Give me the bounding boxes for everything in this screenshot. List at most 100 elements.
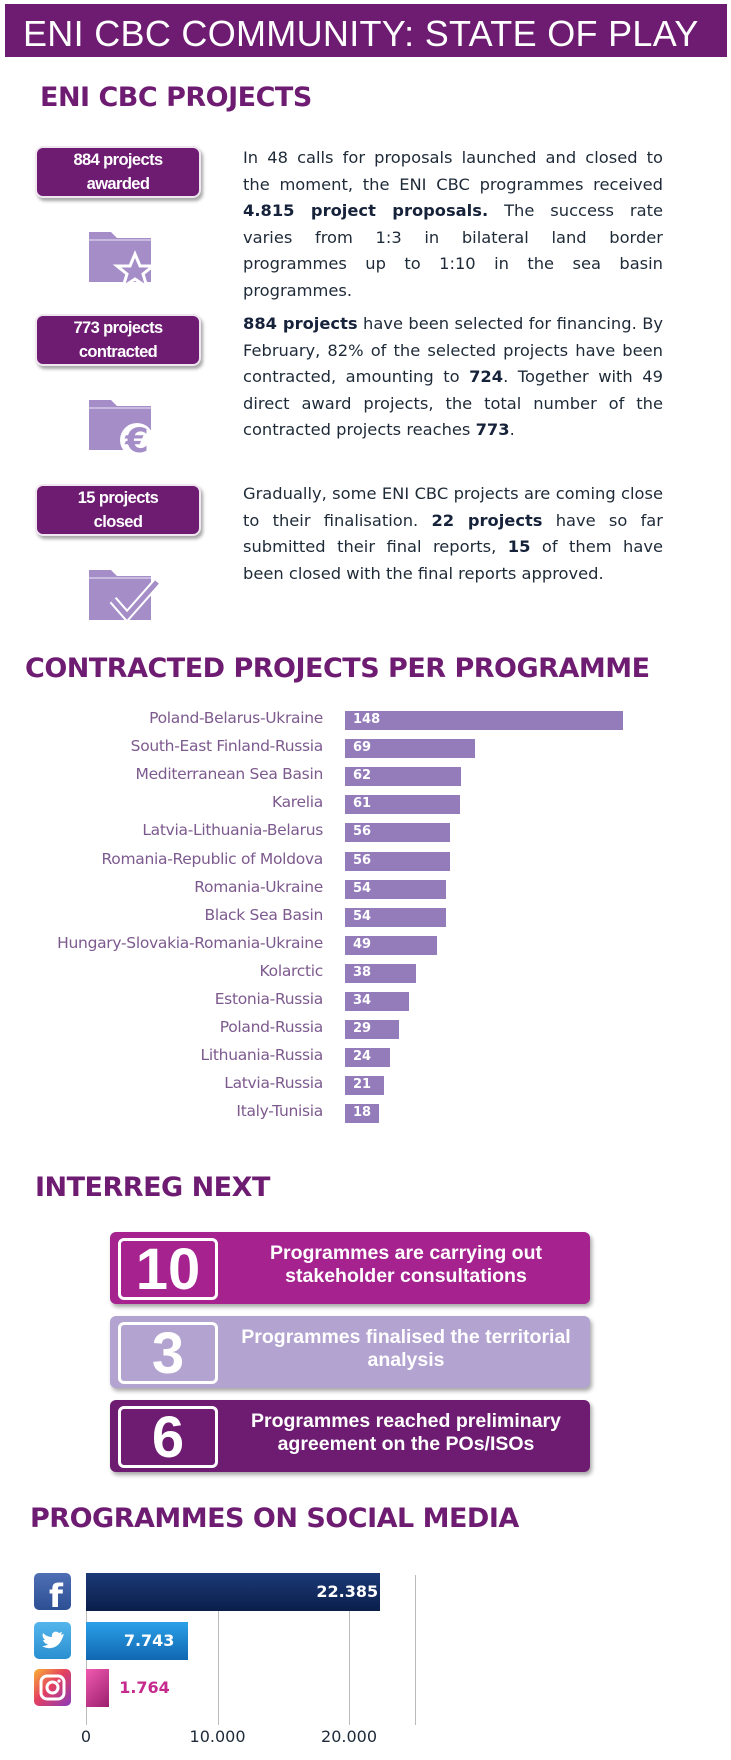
- paragraph-run: have been selected for financing. By Feb…: [243, 314, 664, 386]
- bar-label: Kolarctic: [259, 961, 324, 980]
- paragraph-run: Gradually, some ENI CBC projects are com…: [243, 484, 663, 530]
- bar-value-label: 54: [353, 908, 372, 924]
- paragraph-run: 773: [475, 420, 510, 439]
- paragraph-run: 22 projects: [431, 510, 543, 530]
- bar-label: Italy-Tunisia: [236, 1102, 323, 1121]
- social-value-label: 7.743: [123, 1631, 175, 1650]
- page-title: ENI CBC COMMUNITY: STATE OF PLAY: [5, 4, 727, 57]
- projects-paragraph-1: In 48 calls for proposals launched and c…: [243, 145, 663, 304]
- bar-label: Black Sea Basin: [204, 905, 323, 924]
- bar-value-label: 29: [353, 1021, 372, 1037]
- bar: [345, 907, 447, 927]
- bar: [345, 711, 623, 730]
- bar-label: Karelia: [272, 793, 323, 812]
- interreg-box-consultations: 10 Programmes are carrying out stakehold…: [110, 1232, 590, 1304]
- instagram-icon: [34, 1669, 71, 1706]
- social-bar: [86, 1669, 110, 1707]
- bar-value-label: 62: [353, 768, 372, 784]
- bar-value-label: 61: [353, 796, 372, 812]
- bar-value-label: 18: [353, 1105, 372, 1121]
- interreg-text-territorial: Programmes finalised the territorial ana…: [241, 1326, 571, 1371]
- x-tick-label: 20.000: [321, 1727, 377, 1746]
- bar-label: Lithuania-Russia: [200, 1046, 324, 1065]
- badge-contracted: 773 projects contracted: [35, 314, 201, 366]
- interreg-number-preliminary: 6: [118, 1406, 218, 1468]
- bar-label: Latvia-Russia: [224, 1074, 323, 1093]
- social-value-label: 1.764: [119, 1678, 170, 1697]
- interreg-number-consultations: 10: [118, 1238, 218, 1300]
- bar-label: Romania-Ukraine: [194, 877, 323, 896]
- bar: [345, 767, 462, 787]
- bar: [345, 963, 417, 983]
- bar: [345, 1020, 400, 1040]
- interreg-box-territorial: 3 Programmes finalised the territorial a…: [110, 1316, 590, 1388]
- grid-line: [217, 1575, 219, 1725]
- facebook-icon: f: [34, 1573, 71, 1615]
- bar-label: Romania-Republic of Moldova: [101, 849, 324, 868]
- grid-line: [414, 1575, 416, 1725]
- projects-paragraph-2: 884 projects have been selected for fina…: [243, 311, 663, 444]
- social-bar: [86, 1622, 188, 1660]
- bar: [345, 795, 460, 815]
- bar-label: Poland-Belarus-Ukraine: [149, 709, 323, 727]
- badge-awarded-label: 884 projects awarded: [73, 151, 163, 193]
- folder-check-icon: [89, 570, 161, 623]
- bar-label: Mediterranean Sea Basin: [135, 765, 324, 784]
- interreg-number-territorial: 3: [118, 1322, 218, 1384]
- bar: [345, 1048, 391, 1068]
- svg-text:f: f: [49, 1577, 64, 1610]
- interreg-text-preliminary: Programmes reached preliminary agreement…: [251, 1410, 561, 1455]
- social-bar: [86, 1573, 381, 1611]
- bar-value-label: 148: [353, 712, 381, 727]
- bar-value-label: 69: [353, 740, 372, 756]
- chart-title-social: PROGRAMMES ON SOCIAL MEDIA: [30, 1503, 519, 1534]
- paragraph-run: 884 projects: [243, 314, 358, 333]
- paragraph-run: . Together with 49 direct award projects…: [243, 367, 663, 439]
- projects-paragraph-3: Gradually, some ENI CBC projects are com…: [243, 481, 663, 587]
- bar-value-label: 56: [353, 824, 372, 840]
- bar-value-label: 56: [353, 852, 372, 868]
- bar-value-label: 24: [353, 1049, 372, 1065]
- paragraph-run: 15: [507, 537, 531, 556]
- bar: [345, 823, 451, 843]
- bar: [345, 1104, 379, 1124]
- paragraph-run: 4.815 project proposals.: [243, 201, 489, 220]
- x-tick-label: 10.000: [189, 1727, 246, 1746]
- bar: [345, 851, 451, 871]
- x-tick-label: 0: [80, 1727, 92, 1746]
- badge-awarded: 884 projects awarded: [35, 146, 201, 198]
- bar-label: South-East Finland-Russia: [130, 737, 324, 756]
- bar: [345, 992, 409, 1011]
- folder-star-icon: [89, 232, 158, 290]
- bar-label: Latvia-Lithuania-Belarus: [142, 821, 323, 840]
- badge-closed: 15 projects closed: [35, 484, 201, 536]
- paragraph-run: The success rate varies from 1:3 in bila…: [243, 201, 663, 300]
- twitter-icon: [34, 1622, 71, 1659]
- badge-contracted-label: 773 projects contracted: [73, 319, 163, 361]
- bar-value-label: 34: [353, 993, 372, 1008]
- paragraph-run: .: [509, 420, 515, 439]
- bar-label: Hungary-Slovakia-Romania-Ukraine: [57, 933, 323, 952]
- bar: [345, 879, 447, 899]
- chart-title-contracted: CONTRACTED PROJECTS PER PROGRAMME: [25, 653, 650, 684]
- bar-value-label: 49: [353, 936, 372, 952]
- section-heading-interreg: INTERREG NEXT: [35, 1172, 270, 1203]
- paragraph-run: In 48 calls for proposals launched and c…: [243, 148, 663, 194]
- folder-euro-icon: €: [89, 400, 154, 458]
- bar-label: Estonia-Russia: [214, 990, 324, 1008]
- paragraph-run: 724: [469, 367, 504, 386]
- bar-label: Poland-Russia: [219, 1018, 324, 1037]
- bar: [345, 935, 438, 955]
- interreg-text-consultations: Programmes are carrying out stakeholder …: [269, 1242, 543, 1287]
- bar-value-label: 38: [353, 964, 372, 980]
- paragraph-run: have so far submitted their final report…: [243, 510, 663, 557]
- svg-text:€: €: [124, 421, 149, 458]
- grid-line: [349, 1575, 350, 1725]
- paragraph-run: of them have been closed with the final …: [243, 537, 663, 583]
- bar-value-label: 21: [353, 1077, 372, 1093]
- bar-value-label: 54: [353, 880, 372, 896]
- interreg-box-preliminary: 6 Programmes reached preliminary agreeme…: [110, 1400, 590, 1472]
- bar: [345, 739, 475, 759]
- social-value-label: 22.385: [316, 1582, 379, 1601]
- bar: [345, 1076, 385, 1096]
